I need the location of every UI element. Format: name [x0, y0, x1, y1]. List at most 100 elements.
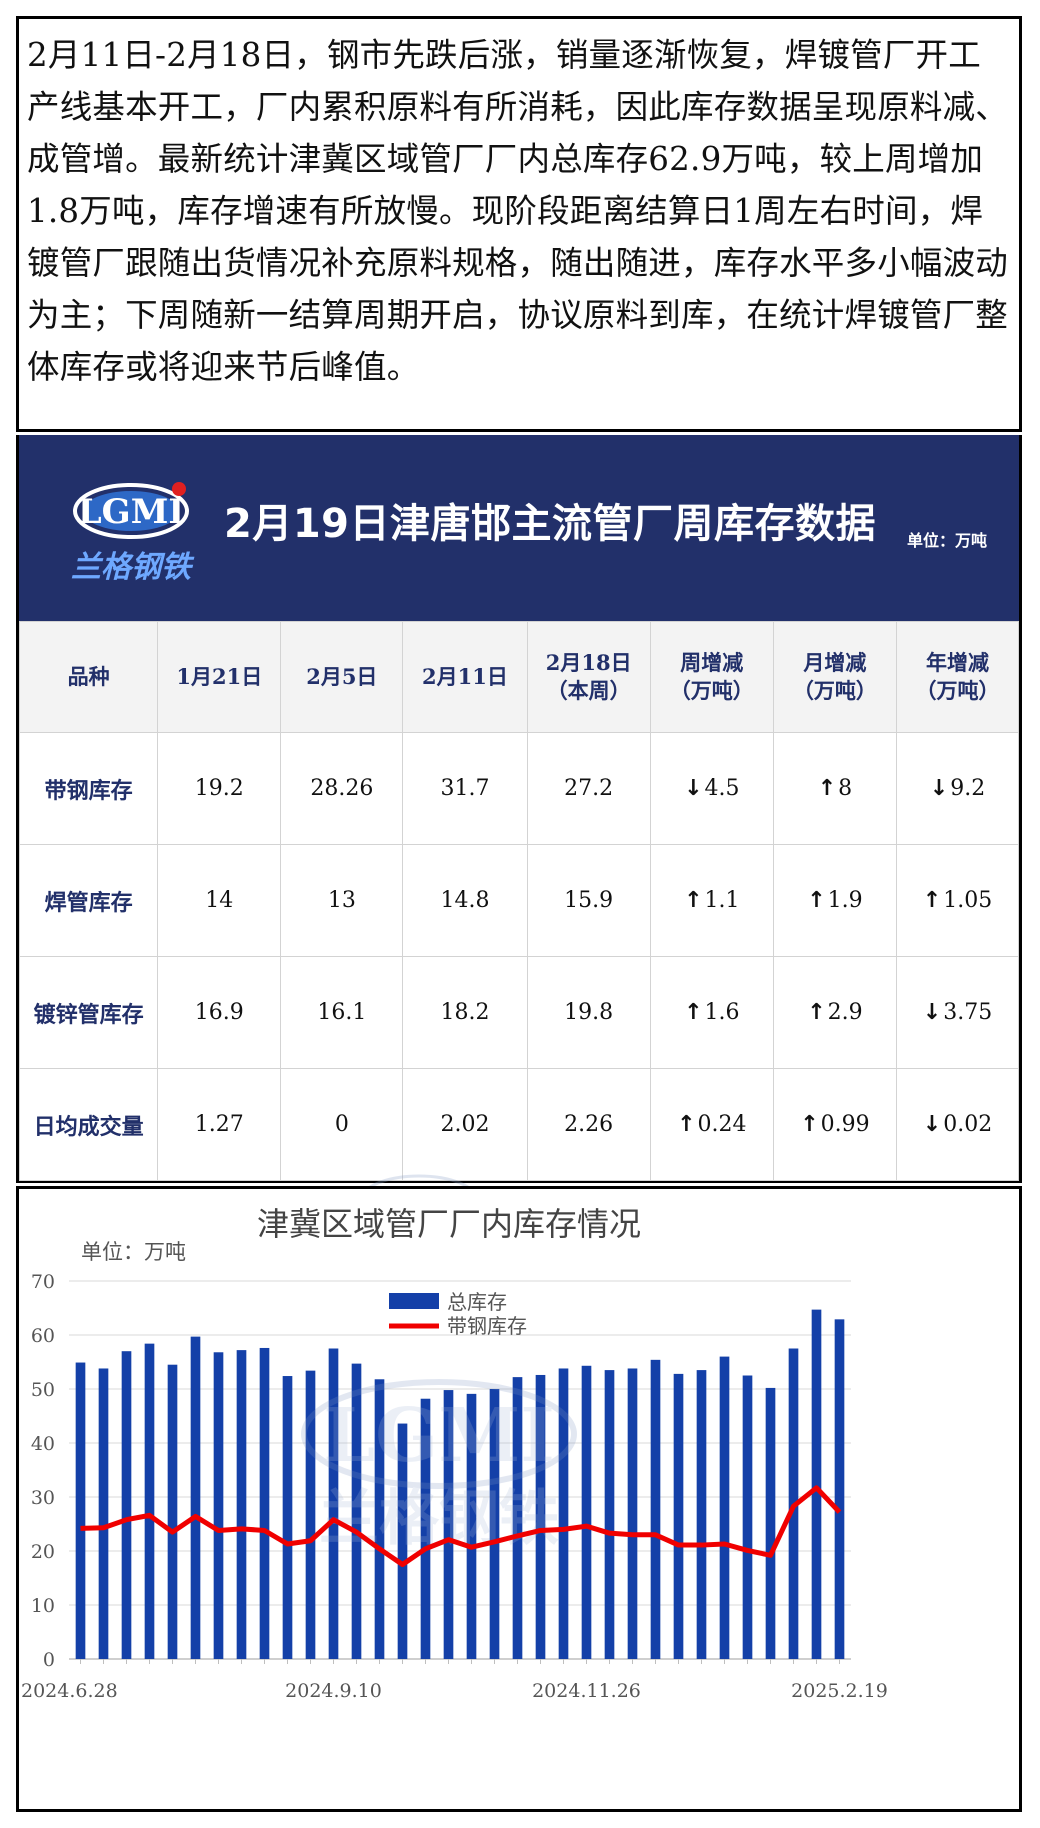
summary-text: 2月11日-2月18日，钢市先跌后涨，销量逐渐恢复，焊镀管厂开工产线基本开工，厂…: [27, 36, 1009, 386]
bar-total-inventory: [512, 1377, 523, 1659]
table-header-cell: 1月21日: [157, 621, 282, 733]
bar-total-inventory: [581, 1365, 592, 1659]
arrow-up-icon: ↑: [684, 888, 703, 913]
change-value: 3.75: [943, 1000, 993, 1025]
bar-total-inventory: [144, 1343, 155, 1659]
change-value: 1.9: [827, 888, 863, 913]
bar-total-inventory: [75, 1362, 86, 1659]
bar-total-inventory: [535, 1374, 546, 1659]
bar-total-inventory: [443, 1390, 454, 1659]
change-cell-week: ↑1.1: [649, 844, 774, 957]
table-cell: 13: [280, 844, 404, 957]
inventory-chart-panel: 津冀区域管厂厂内库存情况 单位：万吨 0 10 20 30 40 50 60 70 LGMI 兰格钢铁…: [16, 1186, 1022, 1812]
inventory-table: 品种 1月21日 2月5日 2月11日 2月18日 （本周） 周增减 （万吨） 月增减 （万吨）年…: [18, 621, 1020, 1181]
legend-label-total: 总库存: [447, 1290, 507, 1314]
bar-total-inventory: [489, 1389, 500, 1659]
bar-total-inventory: [558, 1368, 569, 1659]
table-cell: 2.26: [526, 1068, 651, 1181]
y-tick-label: 0: [43, 1649, 55, 1671]
bar-total-inventory: [259, 1347, 270, 1659]
table-row: 日均成交量 1.27 0 2.02 2.26 ↑0.24 ↑0.99 ↓0.02: [18, 1068, 1020, 1181]
table-cell: 18.2: [402, 956, 528, 1069]
x-tick-label: 2024.11.26: [532, 1680, 641, 1702]
table-row: 带钢库存 19.2 28.26 31.7 27.2 ↓4.5 ↑8 ↓9.2: [18, 732, 1020, 845]
table-cell: 1.27: [157, 1068, 282, 1181]
bar-total-inventory: [604, 1370, 615, 1659]
row-label: 焊管库存: [18, 844, 159, 957]
change-cell-week: ↑1.6: [649, 956, 774, 1069]
bar-total-inventory: [420, 1398, 431, 1659]
bar-total-inventory: [374, 1379, 385, 1659]
bar-total-inventory: [719, 1356, 730, 1659]
summary-box: 2月11日-2月18日，钢市先跌后涨，销量逐渐恢复，焊镀管厂开工产线基本开工，厂…: [16, 16, 1022, 432]
bar-total-inventory: [834, 1319, 845, 1659]
arrow-down-icon: ↓: [922, 1000, 942, 1025]
table-cell: 31.7: [402, 732, 528, 845]
x-tick-label: 2024.6.28: [21, 1680, 118, 1702]
change-cell-year: ↓3.75: [895, 956, 1020, 1069]
table-cell: 14.8: [402, 844, 528, 957]
bar-total-inventory: [650, 1359, 661, 1659]
bar-total-inventory: [627, 1368, 638, 1659]
change-cell-month: ↑1.9: [772, 844, 897, 957]
row-label: 带钢库存: [18, 732, 159, 845]
bar-total-inventory: [305, 1370, 316, 1659]
row-label: 镀锌管库存: [18, 956, 159, 1069]
table-title: 2月19日津唐邯主流管厂周库存数据: [224, 501, 876, 547]
bar-total-inventory: [328, 1348, 339, 1659]
bar-total-inventory: [673, 1373, 684, 1659]
table-cell: 19.8: [526, 956, 651, 1069]
table-header-cell: 2月18日 （本周）: [526, 621, 651, 733]
change-value: 1.6: [704, 1000, 740, 1025]
arrow-up-icon: ↑: [807, 888, 826, 913]
table-cell: 16.9: [157, 956, 282, 1069]
change-value: 8: [838, 776, 853, 801]
row-label: 日均成交量: [18, 1068, 159, 1181]
table-cell: 16.1: [280, 956, 404, 1069]
bar-total-inventory: [397, 1423, 408, 1659]
bar-total-inventory: [167, 1364, 178, 1659]
table-cell: 27.2: [526, 732, 651, 845]
y-tick-label: 10: [31, 1595, 55, 1617]
table-header-cell: 月增减 （万吨）: [772, 621, 897, 733]
table-header-row: 品种 1月21日 2月5日 2月11日 2月18日 （本周） 周增减 （万吨） 月增减 （万吨）年…: [18, 621, 1020, 733]
table-header-cell: 年增减 （万吨）: [895, 621, 1020, 733]
logo-subtext: 兰格钢铁: [71, 550, 195, 585]
table-unit: 单位：万吨: [907, 531, 988, 550]
y-tick-label: 50: [31, 1379, 55, 1401]
arrow-up-icon: ↑: [817, 776, 837, 801]
bar-total-inventory: [213, 1352, 224, 1659]
legend-label-strip: 带钢库存: [447, 1314, 527, 1338]
change-value: 1.1: [704, 888, 740, 913]
table-header-cell: 周增减 （万吨）: [649, 621, 774, 733]
change-cell-month: ↑8: [772, 732, 897, 845]
bar-total-inventory: [742, 1375, 753, 1659]
arrow-up-icon: ↑: [800, 1112, 819, 1137]
y-tick-label: 30: [31, 1487, 55, 1509]
change-cell-month: ↑2.9: [772, 956, 897, 1069]
bar-total-inventory: [98, 1368, 109, 1659]
change-value: 0.99: [820, 1112, 870, 1137]
x-tick-label: 2025.2.19: [791, 1680, 888, 1702]
bar-total-inventory: [190, 1336, 201, 1659]
table-header-cell: 品种: [18, 621, 159, 733]
change-value: 9.2: [950, 776, 986, 801]
table-cell: 2.02: [402, 1068, 528, 1181]
arrow-up-icon: ↑: [677, 1112, 696, 1137]
arrow-up-icon: ↑: [684, 1000, 703, 1025]
bar-total-inventory: [696, 1370, 707, 1659]
change-cell-year: ↓0.02: [895, 1068, 1020, 1181]
arrow-down-icon: ↓: [922, 1112, 942, 1137]
bar-total-inventory: [351, 1363, 362, 1659]
change-cell-month: ↑0.99: [772, 1068, 897, 1181]
table-row: 镀锌管库存 16.9 16.1 18.2 19.8 ↑1.6 ↑2.9 ↓3.75: [18, 956, 1020, 1069]
legend-swatch-total: [389, 1293, 439, 1309]
arrow-down-icon: ↓: [929, 776, 949, 801]
lgmi-logo: LGMI 兰格钢铁: [71, 482, 195, 585]
bar-total-inventory: [121, 1351, 132, 1659]
bar-total-inventory: [282, 1376, 293, 1659]
inventory-table-panel: LGMI 兰格钢铁 2月19日津唐邯主流管厂周库存数据 单位：万吨 品种 1月21…: [16, 435, 1022, 1226]
change-value: 0.02: [943, 1112, 993, 1137]
arrow-up-icon: ↑: [922, 888, 942, 913]
svg-text:LGMI: LGMI: [323, 1393, 555, 1479]
